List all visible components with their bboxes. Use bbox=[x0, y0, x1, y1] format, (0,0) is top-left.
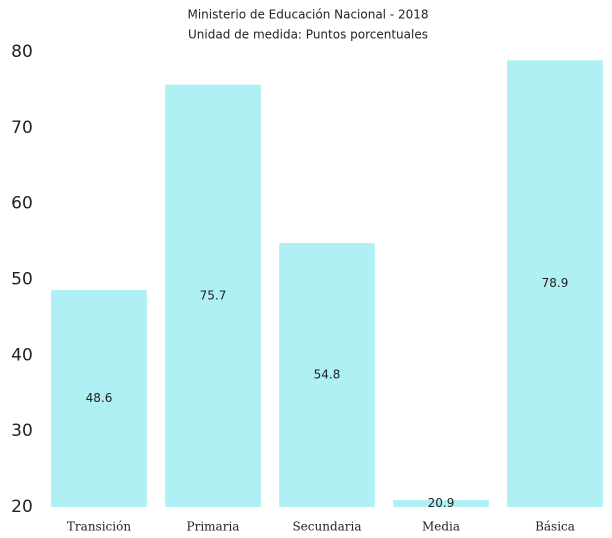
x-tick-label: Básica bbox=[535, 520, 575, 534]
y-tick-label: 20 bbox=[11, 497, 33, 517]
y-tick-label: 50 bbox=[11, 270, 33, 290]
x-tick-label: Primaria bbox=[187, 520, 240, 534]
bar bbox=[51, 290, 147, 507]
value-label: 54.8 bbox=[314, 368, 341, 382]
bar bbox=[279, 243, 375, 507]
bar bbox=[165, 84, 261, 507]
x-tick-label: Transición bbox=[67, 520, 131, 534]
y-tick-label: 40 bbox=[11, 345, 33, 365]
value-label: 75.7 bbox=[200, 288, 227, 302]
y-tick-label: 70 bbox=[11, 118, 33, 138]
chart-subtitle: Ministerio de Educación Nacional - 2018 bbox=[187, 8, 428, 22]
x-tick-label: Secundaria bbox=[292, 520, 361, 534]
y-tick-label: 60 bbox=[11, 194, 33, 214]
bar bbox=[393, 500, 489, 507]
chart-subtitle: Unidad de medida: Puntos porcentuales bbox=[188, 28, 428, 42]
y-tick-label: 80 bbox=[11, 42, 33, 62]
value-label: 20.9 bbox=[428, 496, 455, 510]
value-label: 48.6 bbox=[86, 391, 113, 405]
x-tick-label: Media bbox=[422, 520, 460, 534]
bar bbox=[507, 60, 603, 507]
y-tick-label: 30 bbox=[11, 421, 33, 441]
value-label: 78.9 bbox=[542, 276, 569, 290]
